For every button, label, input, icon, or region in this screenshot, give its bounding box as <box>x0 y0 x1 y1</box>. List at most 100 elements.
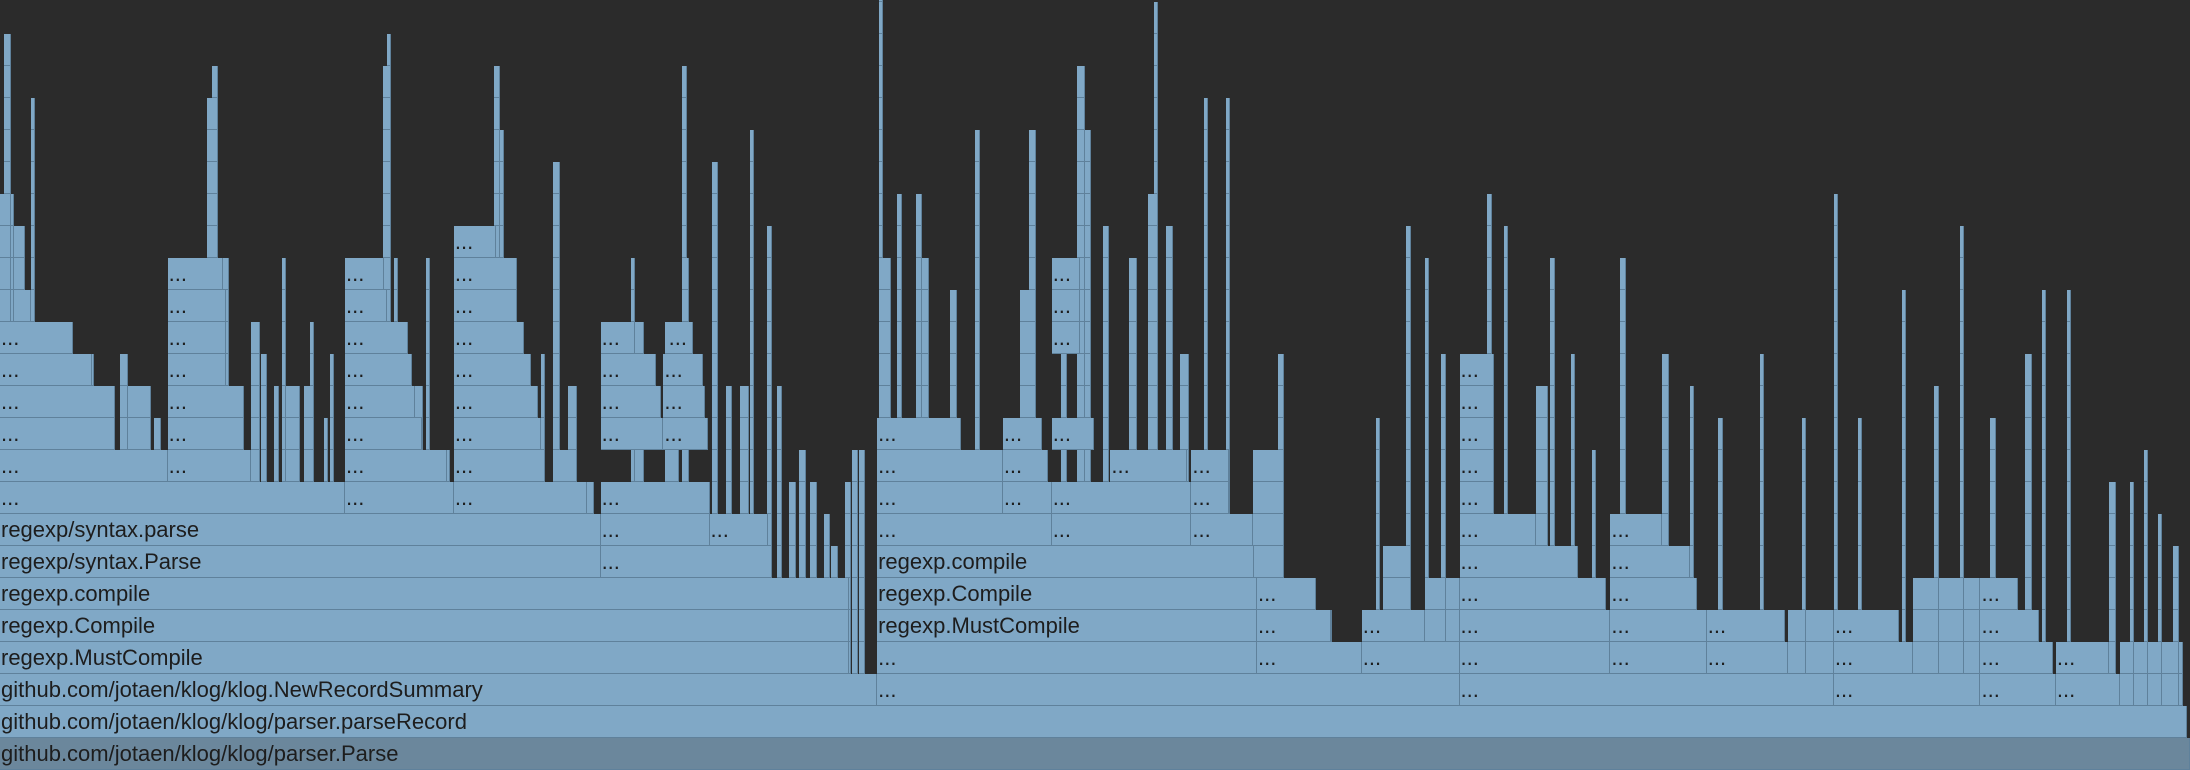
stack-frame-unlabeled[interactable] <box>1166 226 1174 258</box>
stack-frame[interactable]: ... <box>600 386 661 418</box>
stack-frame-unlabeled[interactable] <box>1424 290 1429 322</box>
stack-frame-unlabeled[interactable] <box>2025 578 2033 610</box>
stack-frame[interactable]: ... <box>1833 642 1914 674</box>
stack-frame-unlabeled[interactable] <box>1203 162 1209 194</box>
stack-frame-unlabeled[interactable] <box>2025 546 2033 578</box>
stack-frame-unlabeled[interactable] <box>1689 386 1695 418</box>
stack-frame-unlabeled[interactable] <box>1934 386 1939 418</box>
stack-frame-unlabeled[interactable] <box>1153 162 1158 194</box>
stack-frame-unlabeled[interactable] <box>1406 578 1411 610</box>
stack-frame-unlabeled[interactable] <box>425 290 431 322</box>
stack-frame-unlabeled[interactable] <box>1076 450 1086 482</box>
stack-frame-unlabeled[interactable] <box>2143 642 2149 674</box>
stack-frame-unlabeled[interactable] <box>949 290 957 322</box>
stack-frame-unlabeled[interactable] <box>1424 386 1429 418</box>
stack-frame[interactable]: ... <box>1110 450 1188 482</box>
stack-frame-unlabeled[interactable] <box>1085 258 1091 290</box>
stack-frame-unlabeled[interactable] <box>1277 546 1284 578</box>
stack-frame[interactable]: ... <box>2055 674 2121 706</box>
stack-frame-unlabeled[interactable] <box>1504 322 1509 354</box>
stack-frame-unlabeled[interactable] <box>1277 450 1284 482</box>
stack-frame-unlabeled[interactable] <box>851 482 858 514</box>
stack-frame-unlabeled[interactable] <box>1504 290 1509 322</box>
stack-frame-unlabeled[interactable] <box>261 354 267 386</box>
stack-frame-unlabeled[interactable] <box>2067 610 2072 642</box>
stack-frame-unlabeled[interactable] <box>851 610 858 642</box>
stack-frame-unlabeled[interactable] <box>553 290 561 322</box>
stack-frame-unlabeled[interactable] <box>386 66 392 98</box>
stack-frame-unlabeled[interactable] <box>251 322 260 354</box>
stack-frame-unlabeled[interactable] <box>1801 482 1806 514</box>
stack-frame[interactable]: ... <box>167 258 224 290</box>
stack-frame[interactable]: ... <box>1459 642 1611 674</box>
stack-frame-unlabeled[interactable] <box>1076 386 1086 418</box>
stack-frame-unlabeled[interactable] <box>664 450 679 482</box>
stack-frame-unlabeled[interactable] <box>631 258 636 290</box>
stack-frame-unlabeled[interactable] <box>2041 418 2047 450</box>
stack-frame-unlabeled[interactable] <box>2067 482 2072 514</box>
stack-frame-unlabeled[interactable] <box>712 226 718 258</box>
stack-frame-unlabeled[interactable] <box>4 258 12 290</box>
stack-frame-unlabeled[interactable] <box>273 386 280 418</box>
stack-frame-unlabeled[interactable] <box>1536 418 1548 450</box>
stack-frame-unlabeled[interactable] <box>4 290 12 322</box>
stack-frame-unlabeled[interactable] <box>750 322 755 354</box>
stack-frame-unlabeled[interactable] <box>1076 258 1086 290</box>
stack-frame-unlabeled[interactable] <box>412 386 424 418</box>
stack-frame-unlabeled[interactable] <box>282 290 287 322</box>
stack-frame-unlabeled[interactable] <box>2041 322 2047 354</box>
stack-frame-unlabeled[interactable] <box>740 418 749 450</box>
stack-frame[interactable]: ... <box>1191 514 1253 546</box>
stack-frame-unlabeled[interactable] <box>251 354 260 386</box>
stack-frame-unlabeled[interactable] <box>1128 418 1137 450</box>
stack-frame[interactable]: ... <box>1257 578 1316 610</box>
stack-frame-unlabeled[interactable] <box>1990 546 1996 578</box>
stack-frame-unlabeled[interactable] <box>1252 450 1281 482</box>
stack-frame-unlabeled[interactable] <box>393 290 399 322</box>
stack-frame-unlabeled[interactable] <box>684 450 689 482</box>
stack-frame[interactable]: ... <box>600 418 664 450</box>
stack-frame-unlabeled[interactable] <box>1441 610 1446 642</box>
stack-frame-unlabeled[interactable] <box>1029 226 1037 258</box>
stack-frame-unlabeled[interactable] <box>1226 322 1231 354</box>
stack-frame-unlabeled[interactable] <box>2173 546 2179 578</box>
stack-frame-unlabeled[interactable] <box>1375 450 1380 482</box>
stack-frame-unlabeled[interactable] <box>740 386 749 418</box>
stack-frame-unlabeled[interactable] <box>878 194 883 226</box>
stack-frame[interactable]: ... <box>344 482 454 514</box>
stack-frame-unlabeled[interactable] <box>1959 354 1964 386</box>
stack-frame[interactable]: ... <box>663 418 709 450</box>
stack-frame-unlabeled[interactable] <box>2067 322 2072 354</box>
stack-frame[interactable]: ... <box>1191 450 1230 482</box>
stack-frame-unlabeled[interactable] <box>1536 514 1548 546</box>
stack-frame-unlabeled[interactable] <box>223 258 230 290</box>
stack-frame-unlabeled[interactable] <box>540 386 545 418</box>
stack-frame-unlabeled[interactable] <box>553 162 561 194</box>
stack-frame[interactable]: ... <box>877 482 1003 514</box>
stack-frame-unlabeled[interactable] <box>1504 482 1509 514</box>
stack-frame-unlabeled[interactable] <box>896 194 903 226</box>
stack-frame-unlabeled[interactable] <box>810 546 818 578</box>
stack-frame-unlabeled[interactable] <box>2067 418 2072 450</box>
stack-frame-unlabeled[interactable] <box>726 418 732 450</box>
stack-frame-unlabeled[interactable] <box>1913 578 1981 610</box>
stack-frame-unlabeled[interactable] <box>878 2 883 34</box>
stack-frame-unlabeled[interactable] <box>1959 258 1964 290</box>
stack-frame-unlabeled[interactable] <box>1902 450 1907 482</box>
stack-frame-unlabeled[interactable] <box>494 98 500 130</box>
stack-frame-unlabeled[interactable] <box>494 66 500 98</box>
stack-frame-unlabeled[interactable] <box>2041 578 2047 610</box>
stack-frame-unlabeled[interactable] <box>1406 258 1411 290</box>
stack-frame-unlabeled[interactable] <box>878 226 883 258</box>
stack-frame-unlabeled[interactable] <box>1153 258 1158 290</box>
stack-frame-unlabeled[interactable] <box>2157 674 2163 706</box>
stack-frame-unlabeled[interactable] <box>2041 610 2047 642</box>
stack-frame-unlabeled[interactable] <box>631 290 636 322</box>
stack-frame-unlabeled[interactable] <box>921 258 929 290</box>
stack-frame-unlabeled[interactable] <box>949 322 957 354</box>
stack-frame-unlabeled[interactable] <box>1153 34 1158 66</box>
stack-frame-unlabeled[interactable] <box>1487 258 1492 290</box>
stack-frame-unlabeled[interactable] <box>2025 386 2033 418</box>
stack-frame-unlabeled[interactable] <box>1833 386 1839 418</box>
stack-frame-unlabeled[interactable] <box>789 546 797 578</box>
